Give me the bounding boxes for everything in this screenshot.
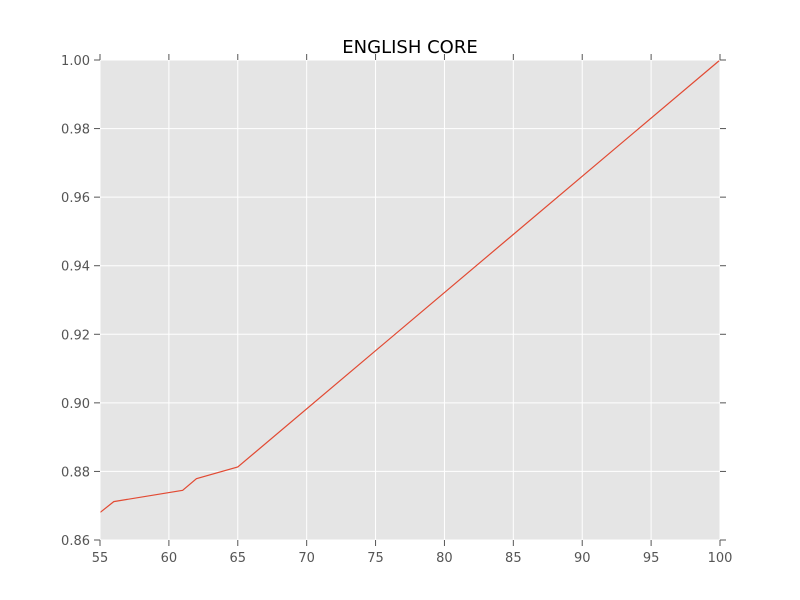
y-tick-label: 0.90 <box>61 397 90 412</box>
x-tick-label: 75 <box>367 551 384 566</box>
x-tick-label: 70 <box>298 551 315 566</box>
y-tick-label: 0.92 <box>61 328 90 343</box>
x-axis-tick-labels: 55 60 65 70 75 80 85 90 95 100 <box>92 551 733 566</box>
y-axis-tick-labels: 0.86 0.88 0.90 0.92 0.94 0.96 0.98 1.00 <box>61 54 90 549</box>
y-tick-label: 0.86 <box>61 534 90 549</box>
x-tick-label: 60 <box>161 551 178 566</box>
x-tick-label: 95 <box>643 551 660 566</box>
x-tick-label: 65 <box>230 551 247 566</box>
x-tick-label: 100 <box>708 551 733 566</box>
series-line <box>99 59 721 514</box>
series-group <box>99 59 721 514</box>
y-tick-label: 0.94 <box>61 260 90 275</box>
y-tick-label: 0.96 <box>61 191 90 206</box>
x-tick-label: 90 <box>574 551 591 566</box>
chart-title: ENGLISH CORE <box>342 37 477 58</box>
x-tick-label: 80 <box>436 551 453 566</box>
plot-frame <box>99 59 721 541</box>
y-tick-label: 0.88 <box>61 465 90 480</box>
x-tick-label: 55 <box>92 551 109 566</box>
plot-area <box>100 60 720 540</box>
axis-ticks <box>94 54 726 546</box>
y-tick-label: 0.98 <box>61 123 90 138</box>
x-tick-label: 85 <box>505 551 522 566</box>
y-tick-label: 1.00 <box>61 54 90 69</box>
